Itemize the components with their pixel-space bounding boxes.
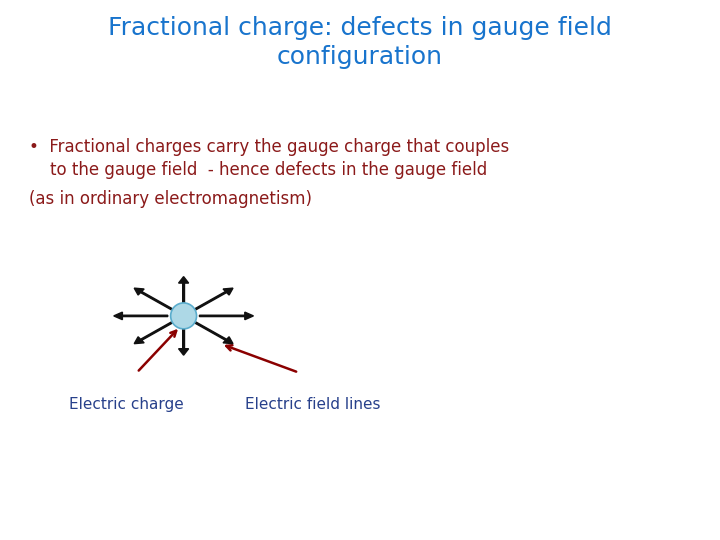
FancyArrow shape <box>134 288 173 310</box>
FancyArrow shape <box>114 312 168 320</box>
FancyArrow shape <box>194 288 233 310</box>
FancyArrow shape <box>179 325 189 355</box>
Text: Fractional charge: defects in gauge field
configuration: Fractional charge: defects in gauge fiel… <box>108 16 612 69</box>
Ellipse shape <box>171 303 197 329</box>
Text: (as in ordinary electromagnetism): (as in ordinary electromagnetism) <box>29 190 312 208</box>
Text: Electric charge: Electric charge <box>68 397 184 412</box>
Text: •  Fractional charges carry the gauge charge that couples
    to the gauge field: • Fractional charges carry the gauge cha… <box>29 138 509 179</box>
Text: Electric field lines: Electric field lines <box>246 397 381 412</box>
FancyArrow shape <box>134 322 173 343</box>
FancyArrow shape <box>199 312 253 320</box>
FancyArrow shape <box>194 322 233 343</box>
FancyArrow shape <box>179 276 189 307</box>
